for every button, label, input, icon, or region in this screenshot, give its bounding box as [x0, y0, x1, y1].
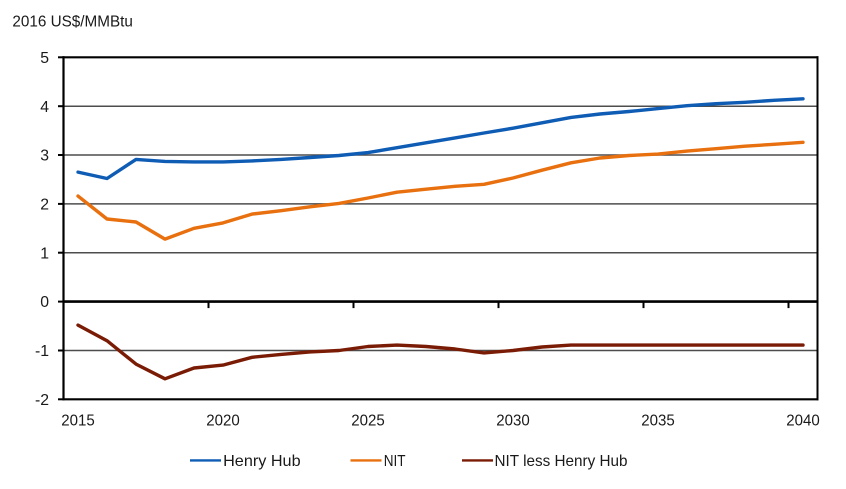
svg-text:3: 3 [40, 148, 49, 165]
svg-text:2040: 2040 [786, 413, 820, 430]
svg-text:1: 1 [40, 245, 49, 262]
svg-text:0: 0 [40, 294, 49, 311]
svg-text:Henry Hub: Henry Hub [223, 453, 301, 470]
svg-text:-1: -1 [35, 343, 49, 360]
svg-text:2030: 2030 [496, 413, 530, 430]
svg-text:2025: 2025 [351, 413, 385, 430]
svg-text:2015: 2015 [61, 413, 95, 430]
svg-text:4: 4 [40, 99, 49, 116]
svg-text:5: 5 [40, 50, 49, 67]
svg-text:2016 US$/MMBtu: 2016 US$/MMBtu [12, 14, 132, 31]
svg-text:2: 2 [40, 197, 49, 214]
svg-text:NIT: NIT [384, 453, 406, 470]
svg-text:-2: -2 [35, 392, 49, 409]
svg-text:2035: 2035 [641, 413, 675, 430]
svg-text:2020: 2020 [206, 413, 240, 430]
svg-text:NIT less Henry Hub: NIT less Henry Hub [495, 453, 628, 470]
